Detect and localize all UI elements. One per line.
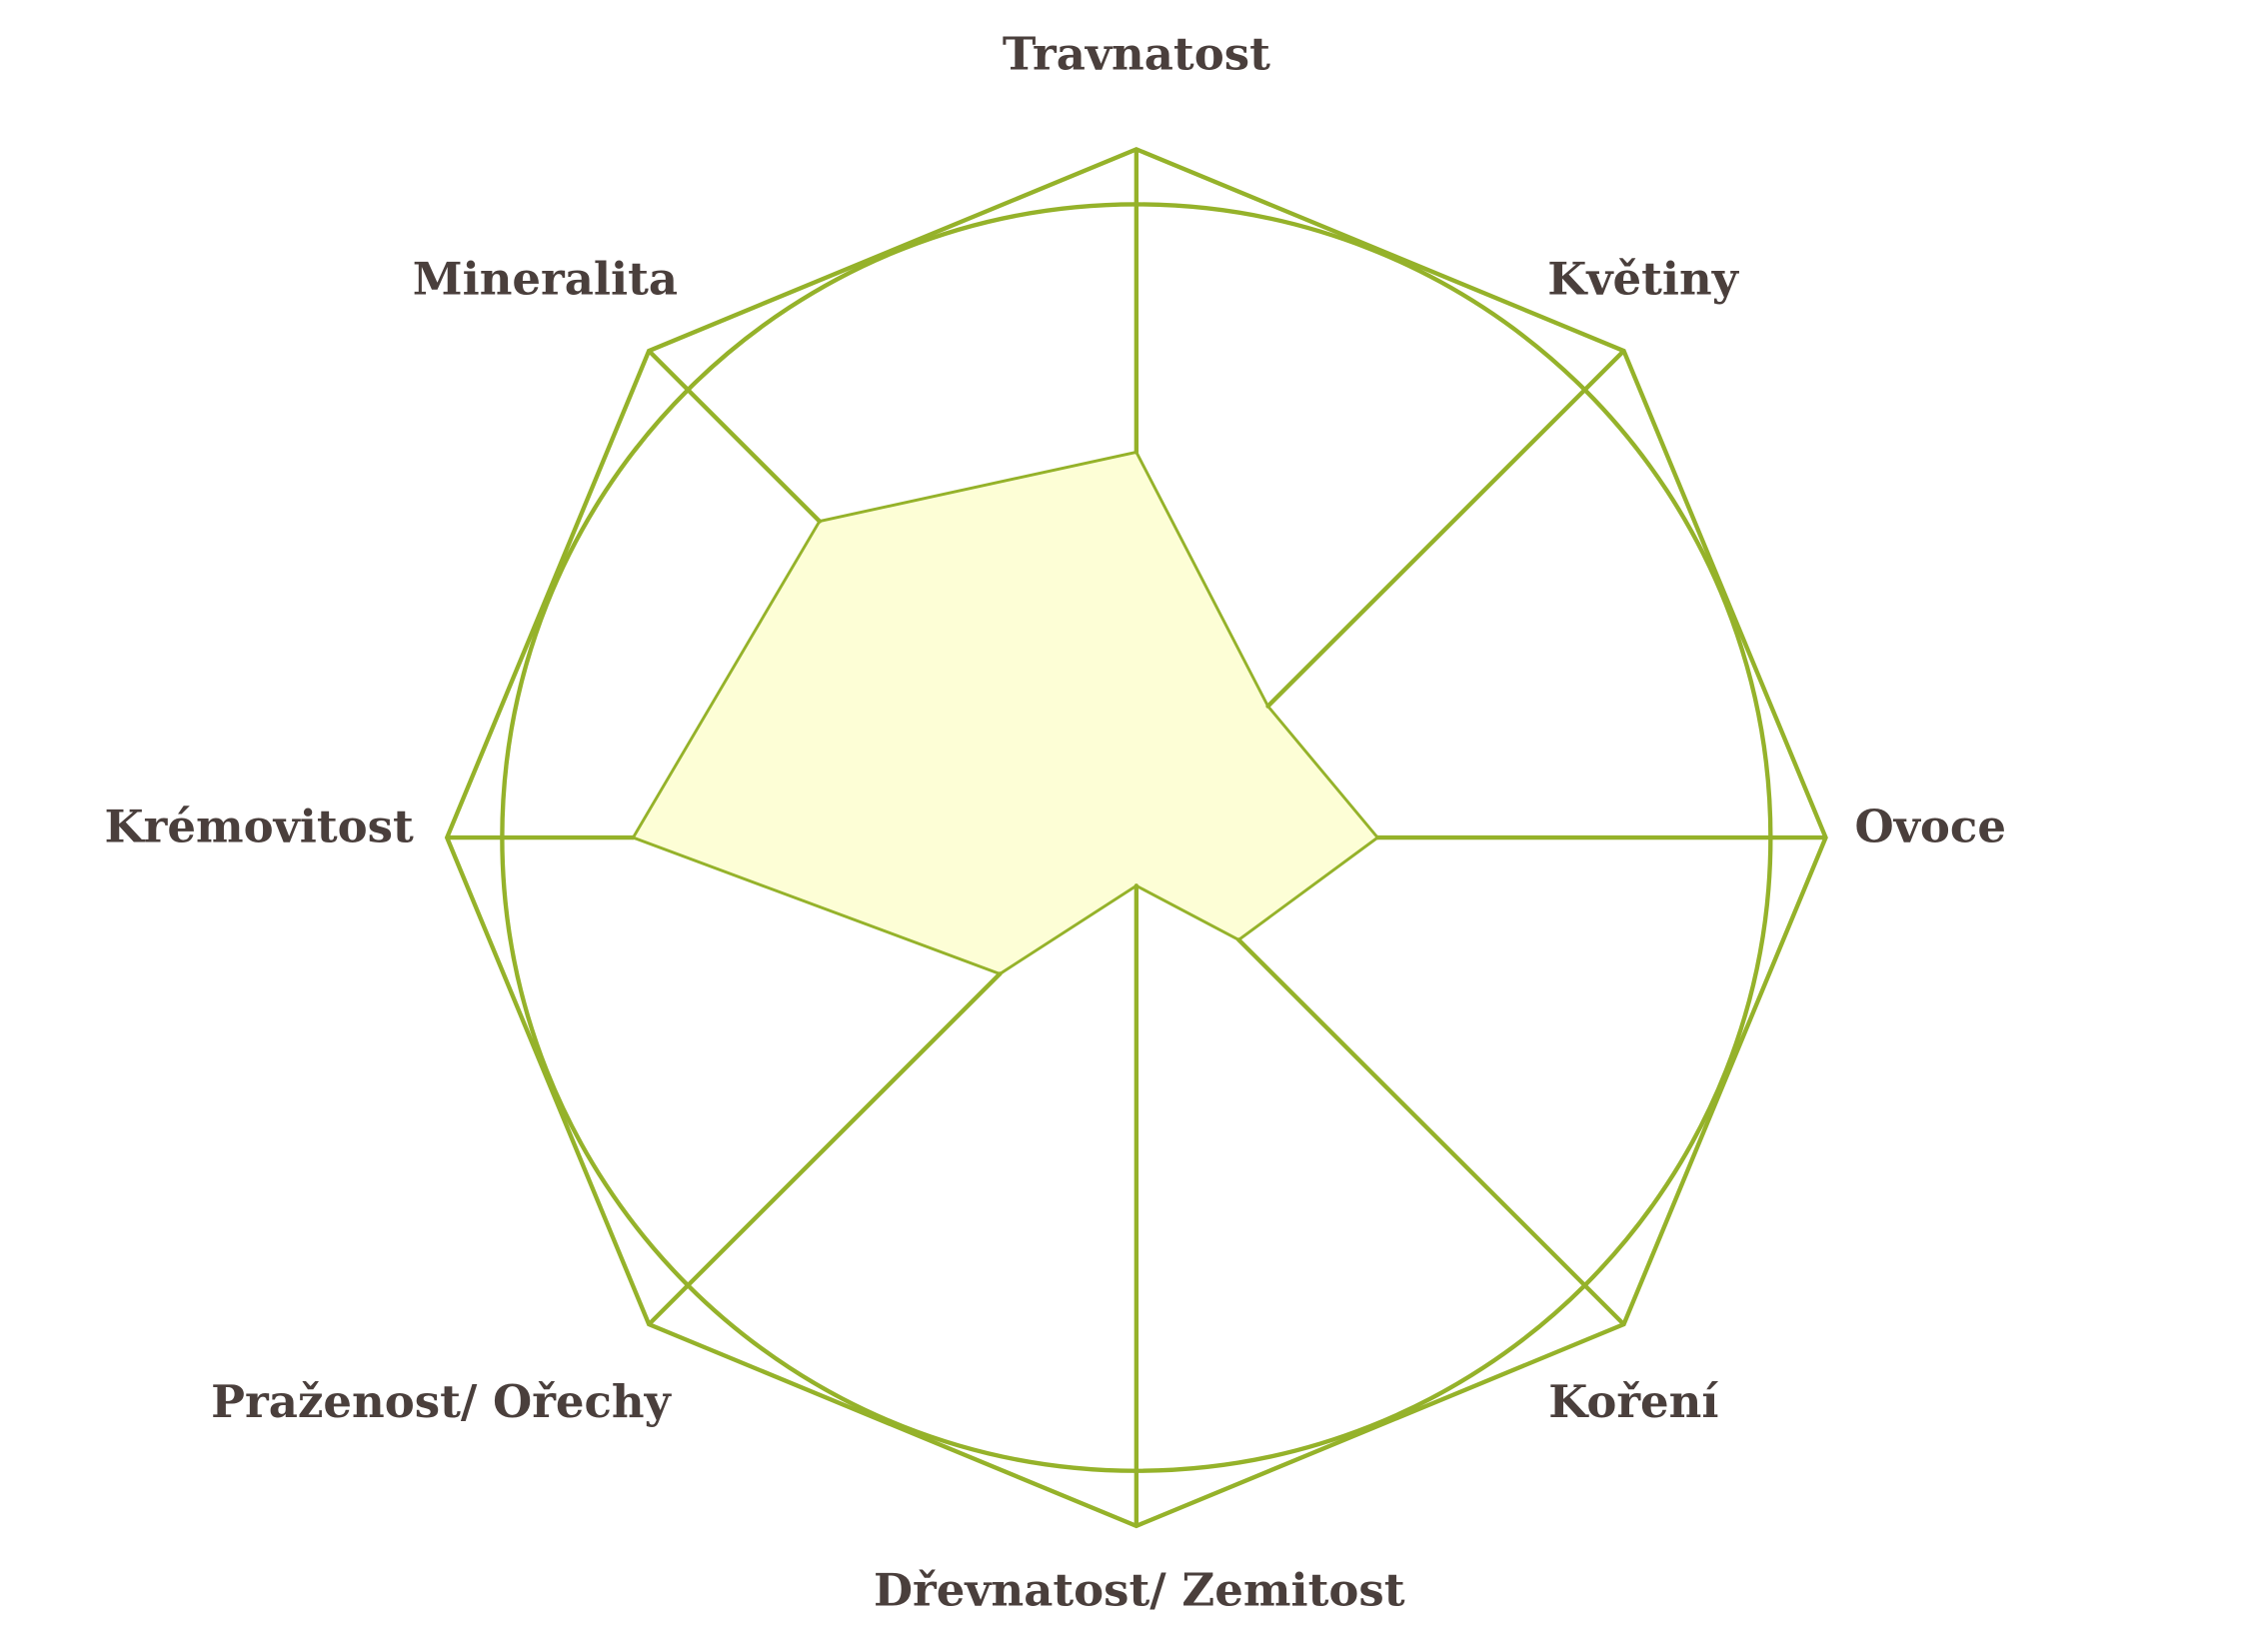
data-point: [817, 519, 823, 524]
data-point: [998, 971, 1003, 976]
data-point: [1236, 937, 1241, 942]
spoke-outer: [647, 349, 822, 524]
data-point: [1133, 450, 1139, 455]
series: [631, 450, 1380, 976]
axis-label: Travnatost: [1003, 28, 1270, 81]
axis-labels: Travnatost Květiny Ovoce Koření Dřevnatost/ …: [105, 28, 2006, 1617]
data-point: [1133, 883, 1139, 888]
data-point: [631, 834, 636, 840]
data-point: [1375, 834, 1380, 840]
axis-label: Praženost/ Ořechy: [211, 1375, 673, 1428]
axis-label: Koření: [1548, 1375, 1718, 1428]
spoke-outer: [647, 971, 1002, 1326]
spoke-outer: [1236, 937, 1626, 1326]
axis-label: Krémovitost: [105, 800, 414, 852]
axis-label: Dřevnatost/ Zemitost: [874, 1564, 1405, 1617]
axis-label: Květiny: [1547, 252, 1740, 305]
spoke-outer: [1265, 349, 1626, 709]
data-area: [631, 450, 1380, 976]
data-point: [1265, 704, 1270, 709]
axis-label: Mineralita: [413, 252, 678, 305]
axis-label: Ovoce: [1855, 800, 2006, 852]
